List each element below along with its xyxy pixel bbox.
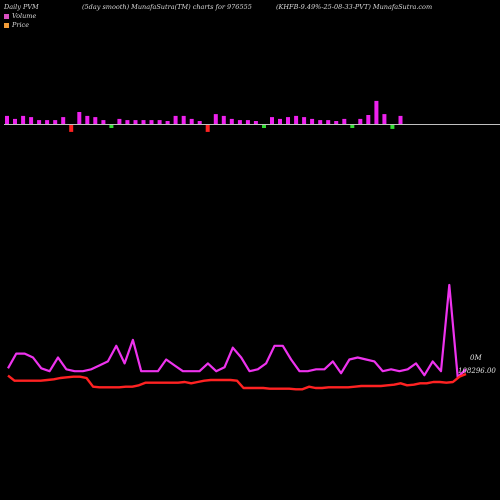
chart-header-right: (KHFB-9.49%-25-08-33-PVT) MunafaSutra.co… [276,3,433,11]
volume-bar [77,112,82,124]
legend-volume-label: Volume [12,12,37,20]
volume-bar [61,117,66,124]
volume-bar [189,118,194,124]
volume-bar [334,121,339,124]
volume-bar [197,121,202,124]
volume-bar [213,114,218,124]
volume-bar [278,118,282,124]
volume-bar [286,117,290,124]
legend-volume-swatch [4,13,9,19]
volume-line [7,283,467,379]
volume-bar [326,120,331,124]
legend-price-swatch [4,22,9,28]
volume-bar [221,115,226,124]
volume-bar [29,117,34,124]
legend-price: Price [4,21,29,29]
volume-bar [133,120,138,124]
volume-bar [253,121,258,124]
volume-bar [382,114,387,124]
volume-bar [165,121,170,124]
legend-volume: Volume [4,12,36,20]
volume-bar [302,117,307,124]
volume-bar [21,115,26,124]
volume-bar [366,115,371,124]
volume-bar [101,120,106,124]
volume-bar [358,118,363,124]
chart-header-title: (5day smooth) MunafaSutra(TM) charts for… [82,3,252,11]
volume-bar [262,125,266,128]
volume-bar [85,115,90,124]
volume-bar [45,120,50,124]
volume-bar [69,125,74,132]
volume-bar [181,115,186,124]
price-line [7,372,467,391]
volume-bar [37,120,42,124]
volume-bar [141,120,146,124]
volume-bar [237,120,242,124]
volume-bar [245,120,250,124]
legend-price-label: Price [12,21,30,29]
volume-bar [229,118,234,124]
volume-bar [157,120,162,124]
volume-bar [205,125,210,132]
price-value-label: 108296.00 [458,367,496,375]
volume-bar [374,100,379,124]
chart-header-left: Daily PVM [4,3,39,11]
volume-bar [398,115,403,124]
volume-bar [53,120,58,124]
volume-value-label: 0M [470,354,482,362]
volume-bar [149,120,154,124]
volume-bars [5,100,403,132]
volume-bar [5,115,9,124]
volume-bar [270,117,274,124]
volume-bar [93,117,98,124]
volume-bar [294,115,299,124]
volume-bar [109,125,114,128]
volume-bar [13,118,17,124]
volume-bar [173,115,178,124]
volume-bar [310,118,315,124]
volume-bar [117,118,122,124]
volume-bar [390,125,395,129]
volume-bar [125,120,130,124]
volume-bar [342,118,347,124]
volume-bar [318,120,323,124]
volume-bar [350,125,355,128]
